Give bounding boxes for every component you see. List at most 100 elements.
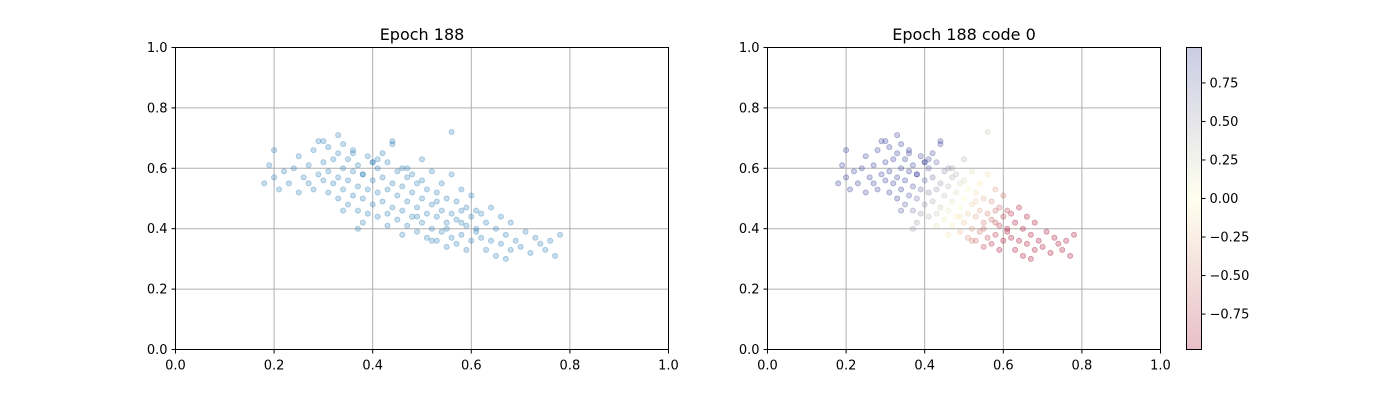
- scatter-point: [909, 162, 916, 169]
- scatter-point: [517, 243, 524, 250]
- x-tick-label: 0.0: [757, 359, 778, 374]
- scatter-point: [399, 207, 406, 214]
- scatter-point: [349, 150, 356, 157]
- scatter-point: [389, 204, 396, 211]
- scatter-point: [389, 180, 396, 187]
- scatter-point: [463, 222, 470, 229]
- scatter-point: [532, 234, 539, 241]
- scatter-point: [433, 189, 440, 196]
- scatter-point: [473, 225, 480, 232]
- scatter-point: [917, 186, 924, 193]
- scatter-point: [905, 192, 912, 199]
- scatter-point: [330, 156, 337, 163]
- y-tick-label: 0.8: [739, 101, 760, 116]
- right-x-ticks: 0.0 0.2 0.4 0.6 0.8 1.0: [757, 349, 1171, 374]
- scatter-point: [418, 156, 425, 163]
- scatter-point: [905, 168, 912, 175]
- scatter-point: [972, 198, 979, 205]
- scatter-point: [1027, 231, 1034, 238]
- scatter-point: [404, 165, 411, 172]
- scatter-point: [902, 177, 909, 184]
- scatter-point: [1004, 207, 1011, 214]
- scatter-point: [937, 180, 944, 187]
- scatter-point: [862, 189, 869, 196]
- scatter-point: [913, 219, 920, 226]
- scatter-point: [937, 138, 944, 145]
- scatter-point: [1000, 237, 1007, 244]
- scatter-point: [399, 183, 406, 190]
- scatter-point: [870, 162, 877, 169]
- scatter-point: [369, 159, 376, 166]
- scatter-point: [423, 210, 430, 217]
- scatter-point: [968, 225, 975, 232]
- scatter-point: [1023, 240, 1030, 247]
- scatter-point: [890, 180, 897, 187]
- scatter-point: [929, 150, 936, 157]
- scatter-point: [364, 153, 371, 160]
- scatter-point: [941, 192, 948, 199]
- x-tick-label: 0.0: [165, 359, 186, 374]
- scatter-point: [945, 165, 952, 172]
- scatter-point: [414, 228, 421, 235]
- scatter-point: [468, 237, 475, 244]
- scatter-point: [1047, 249, 1054, 256]
- scatter-point: [972, 237, 979, 244]
- scatter-point: [547, 237, 554, 244]
- scatter-point: [953, 171, 960, 178]
- scatter-point: [359, 219, 366, 226]
- colorbar-tick-label: 0.25: [1210, 153, 1239, 168]
- scatter-point: [968, 168, 975, 175]
- scatter-point: [992, 231, 999, 238]
- scatter-point: [394, 168, 401, 175]
- scatter-point: [345, 156, 352, 163]
- x-tick-label: 0.2: [264, 359, 285, 374]
- scatter-point: [992, 186, 999, 193]
- scatter-point: [399, 231, 406, 238]
- scatter-point: [438, 207, 445, 214]
- scatter-point: [937, 141, 944, 148]
- scatter-point: [909, 183, 916, 190]
- colorbar-tick-label: 0.75: [1210, 76, 1239, 91]
- scatter-point: [468, 192, 475, 199]
- scatter-point: [898, 186, 905, 193]
- scatter-point: [894, 195, 901, 202]
- scatter-point: [1067, 252, 1074, 259]
- scatter-point: [874, 186, 881, 193]
- scatter-point: [384, 210, 391, 217]
- scatter-point: [315, 138, 322, 145]
- y-tick-label: 0.2: [739, 283, 760, 298]
- scatter-point: [453, 198, 460, 205]
- scatter-point: [854, 180, 861, 187]
- scatter-point: [1019, 225, 1026, 232]
- y-tick-label: 0.6: [147, 162, 168, 177]
- scatter-point: [320, 159, 327, 166]
- scatter-point: [340, 207, 347, 214]
- scatter-point: [984, 171, 991, 178]
- scatter-point: [340, 186, 347, 193]
- scatter-point: [483, 246, 490, 253]
- left-axes: Epoch 188 0.0 0.2 0.4 0.6 0.8 1.0 0.00.20.40.…: [147, 25, 679, 374]
- scatter-point: [921, 159, 928, 166]
- scatter-point: [271, 147, 278, 154]
- scatter-point: [384, 159, 391, 166]
- scatter-point: [458, 219, 465, 226]
- x-tick-label: 0.8: [560, 359, 581, 374]
- scatter-point: [925, 165, 932, 172]
- scatter-point: [1004, 228, 1011, 235]
- scatter-point: [996, 222, 1003, 229]
- scatter-point: [835, 180, 842, 187]
- scatter-point: [335, 150, 342, 157]
- scatter-point: [502, 231, 509, 238]
- scatter-point: [266, 162, 273, 169]
- x-tick-label: 0.6: [993, 359, 1014, 374]
- scatter-point: [369, 159, 376, 166]
- scatter-point: [276, 186, 283, 193]
- scatter-point: [961, 219, 968, 226]
- scatter-point: [492, 252, 499, 259]
- scatter-point: [976, 228, 983, 235]
- scatter-point: [443, 195, 450, 202]
- scatter-point: [335, 132, 342, 139]
- x-tick-label: 0.4: [914, 359, 935, 374]
- scatter-point: [418, 219, 425, 226]
